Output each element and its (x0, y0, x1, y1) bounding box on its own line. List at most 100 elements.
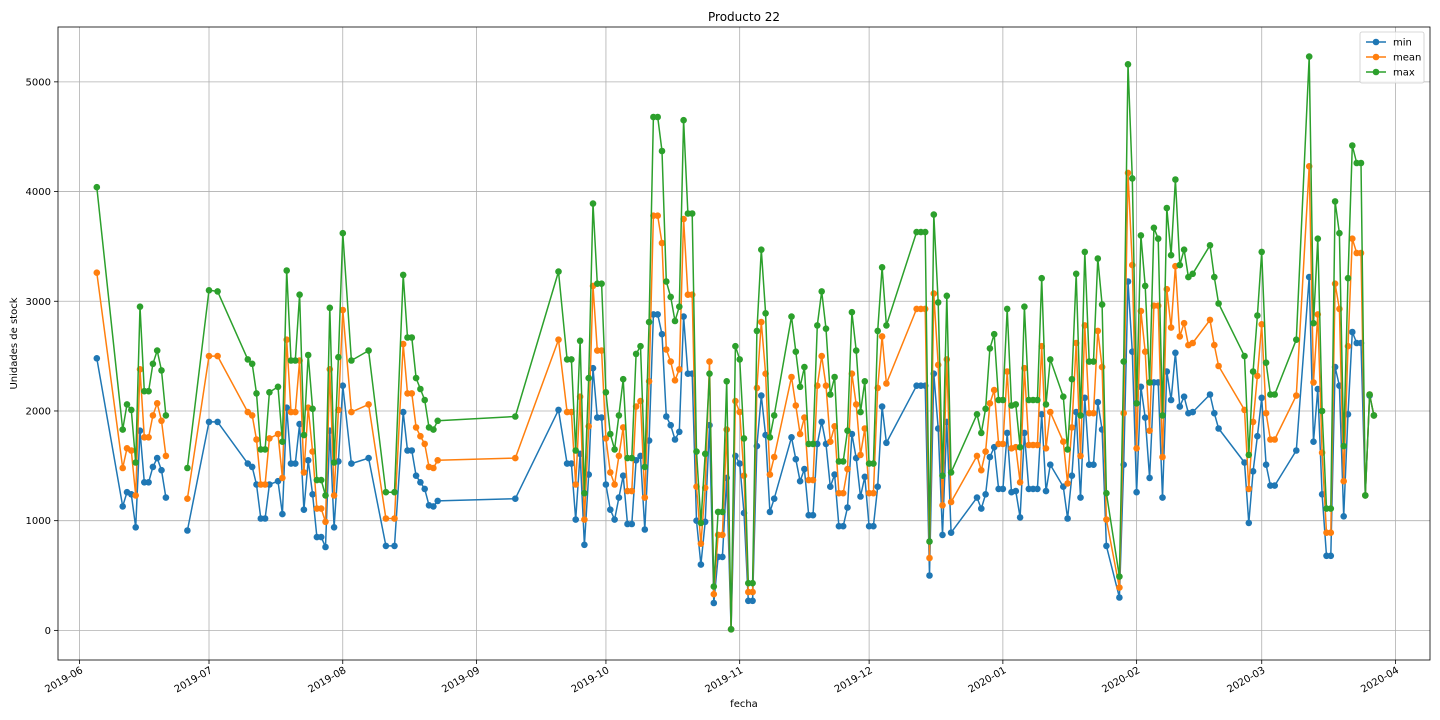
data-point-mean (205, 352, 213, 360)
data-point-min (430, 503, 437, 510)
data-point-mean (706, 358, 713, 365)
data-point-max (1331, 198, 1339, 205)
data-point-max (1146, 379, 1153, 386)
data-point-mean (1094, 327, 1102, 335)
data-point-mean (753, 384, 761, 392)
data-point-min (598, 414, 605, 421)
data-point-max (335, 353, 342, 361)
data-point-min (1241, 459, 1248, 466)
legend-item-mean: mean (1366, 53, 1421, 64)
data-point-max (339, 229, 347, 237)
data-point-mean (788, 373, 795, 381)
data-point-min (1211, 409, 1218, 417)
data-point-max (430, 426, 437, 433)
data-point-mean (1254, 372, 1261, 380)
y-tick-label: 1000 (26, 516, 51, 527)
data-point-max (645, 318, 653, 326)
data-point-mean (878, 333, 886, 340)
data-point-max (145, 387, 152, 395)
data-point-max (1245, 451, 1253, 459)
data-point-mean (382, 515, 390, 522)
data-point-mean (1176, 333, 1184, 340)
data-point-mean (827, 438, 834, 446)
data-point-min (1133, 488, 1140, 496)
data-point-min (434, 497, 442, 505)
data-point-max (758, 246, 765, 253)
data-point-max (1336, 229, 1343, 237)
data-point-max (1003, 305, 1011, 313)
data-point-max (693, 448, 700, 455)
data-point-mean (615, 452, 623, 460)
data-point-mean (261, 481, 269, 488)
data-point-mean (801, 414, 808, 421)
data-point-mean (839, 489, 847, 497)
data-point-max (1068, 375, 1076, 383)
data-point-min (1042, 487, 1050, 495)
data-point-mean (930, 290, 938, 297)
data-point-max (1189, 270, 1196, 278)
data-point-mean (619, 424, 627, 431)
data-point-max (1344, 274, 1352, 282)
data-point-min (145, 479, 152, 486)
data-point-max (637, 342, 644, 350)
data-point-min (330, 524, 338, 531)
data-point-max (585, 374, 592, 382)
data-point-min (839, 522, 847, 530)
data-point-mean (581, 516, 588, 523)
data-point-max (93, 183, 101, 191)
data-point-max (1370, 412, 1378, 419)
data-point-mean (1167, 324, 1175, 331)
data-point-mean (939, 502, 946, 509)
data-point-min (1258, 394, 1265, 402)
data-point-mean (736, 408, 743, 416)
data-point-max (589, 200, 597, 207)
data-point-min (796, 477, 804, 485)
data-point-max (770, 412, 778, 419)
data-point-min (365, 454, 372, 462)
data-point-max (874, 327, 881, 335)
data-point-max (576, 337, 584, 345)
data-point-mean (857, 451, 864, 459)
data-point-max (244, 356, 252, 363)
data-point-min (1034, 485, 1041, 493)
data-point-min (317, 533, 325, 541)
chart-title: Producto 22 (708, 10, 780, 24)
data-point-mean (1003, 368, 1011, 375)
data-point-max (1249, 368, 1257, 375)
data-point-max (921, 228, 929, 236)
data-point-max (1124, 61, 1132, 68)
data-point-min (1012, 487, 1020, 495)
data-point-mean (1215, 362, 1222, 370)
data-point-mean (1293, 392, 1300, 399)
data-point-min (1215, 425, 1222, 432)
data-point-max (827, 391, 834, 398)
data-point-mean (300, 469, 308, 476)
data-point-min (1116, 594, 1123, 601)
data-point-max (706, 370, 713, 378)
legend-label: min (1393, 38, 1412, 49)
data-point-mean (611, 481, 618, 488)
data-point-max (1172, 176, 1179, 183)
data-point-min (322, 543, 329, 551)
data-point-mean (883, 380, 890, 387)
data-point-mean (279, 474, 286, 482)
data-point-max (628, 454, 636, 462)
data-point-max (184, 464, 191, 472)
data-point-mean (641, 494, 649, 501)
data-point-min (399, 408, 407, 416)
data-point-mean (658, 239, 666, 247)
data-point-min (1249, 468, 1257, 475)
data-point-min (680, 313, 687, 320)
data-point-min (749, 597, 756, 605)
data-point-mean (1090, 409, 1097, 417)
data-point-min (1090, 461, 1097, 469)
data-point-min (408, 447, 416, 454)
data-point-mean (1180, 319, 1188, 327)
data-point-mean (749, 588, 756, 596)
data-point-mean (399, 340, 407, 348)
legend-swatch-marker (1372, 38, 1380, 46)
data-point-min (1141, 414, 1149, 421)
data-point-mean (758, 318, 765, 326)
data-point-max (296, 291, 303, 299)
